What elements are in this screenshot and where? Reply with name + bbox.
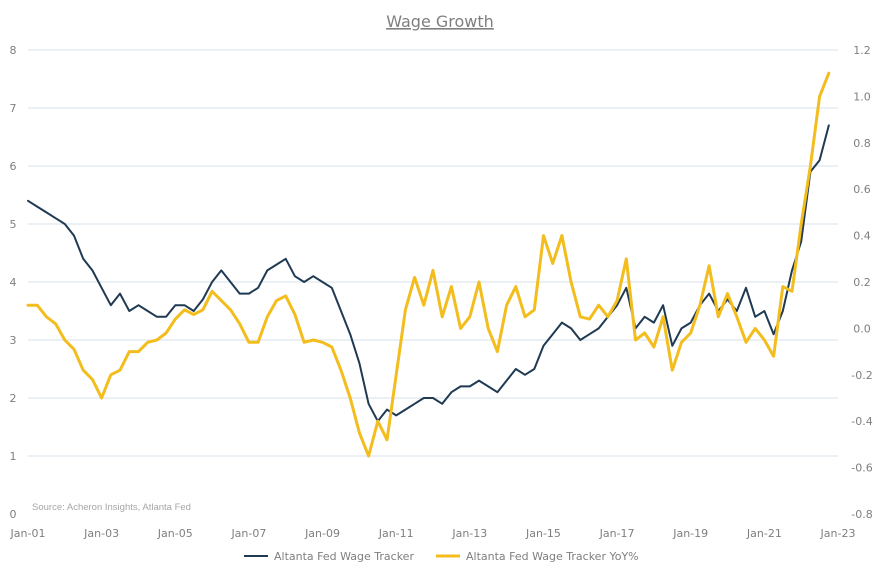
left-tick-label: 7 [10, 102, 17, 115]
legend: Altanta Fed Wage Tracker Altanta Fed Wage… [244, 550, 639, 563]
right-tick-label: -0.8 [851, 508, 872, 521]
series-lines [26, 71, 831, 458]
x-tick-label: Jan-23 [820, 527, 856, 540]
x-tick-label: Jan-15 [525, 527, 561, 540]
x-tick-label: Jan-11 [378, 527, 414, 540]
right-axis-ticks: -0.8 -0.6 -0.4 -0.2 0.0 0.2 0.4 0.6 0.8 1.0 1.2 [851, 44, 872, 521]
left-tick-label: 8 [10, 44, 17, 57]
right-tick-label: 0.6 [853, 183, 871, 196]
series-line-1 [27, 124, 830, 423]
gridlines [28, 49, 838, 457]
right-tick-label: 0.0 [853, 322, 871, 335]
right-tick-label: -0.6 [851, 462, 872, 475]
right-tick-label: -0.2 [851, 369, 872, 382]
legend-label: Altanta Fed Wage Tracker YoY% [466, 550, 639, 563]
x-tick-label: Jan-19 [672, 527, 708, 540]
left-tick-label: 2 [10, 392, 17, 405]
left-tick-label: 5 [10, 218, 17, 231]
x-tick-label: Jan-09 [304, 527, 340, 540]
right-tick-label: 0.2 [853, 276, 871, 289]
x-tick-label: Jan-03 [83, 527, 119, 540]
chart-title: Wage Growth [386, 12, 494, 31]
x-tick-label: Jan-17 [599, 527, 635, 540]
left-tick-label: 4 [10, 276, 17, 289]
x-tick-label: Jan-01 [10, 527, 46, 540]
x-tick-label: Jan-21 [746, 527, 782, 540]
left-tick-label: 1 [10, 450, 17, 463]
right-tick-label: -0.4 [851, 415, 872, 428]
legend-label: Altanta Fed Wage Tracker [274, 550, 414, 563]
right-tick-label: 1.0 [853, 90, 871, 103]
x-tick-label: Jan-07 [230, 527, 266, 540]
right-tick-label: 0.8 [853, 137, 871, 150]
x-axis-ticks: Jan-01 Jan-03 Jan-05 Jan-07 Jan-09 Jan-11 Jan-… [10, 527, 856, 540]
right-tick-label: 0.4 [853, 230, 871, 243]
left-axis-ticks: 0 1 2 3 4 5 6 7 8 [10, 44, 17, 521]
source-note: Source: Acheron Insights, Atlanta Fed [32, 502, 191, 513]
series-line-2 [26, 71, 831, 458]
x-tick-label: Jan-13 [451, 527, 487, 540]
right-tick-label: 1.2 [853, 44, 871, 57]
left-tick-label: 3 [10, 334, 17, 347]
left-tick-label: 0 [10, 508, 17, 521]
x-tick-label: Jan-05 [157, 527, 193, 540]
left-tick-label: 6 [10, 160, 17, 173]
